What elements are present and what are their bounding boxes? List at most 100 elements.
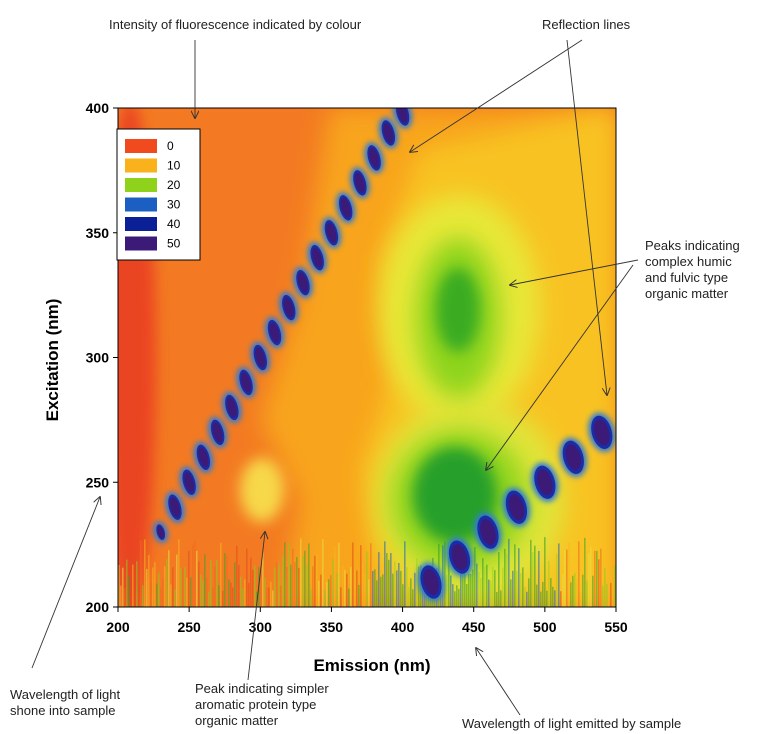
reflection-core [226, 397, 237, 418]
noise-streak [398, 562, 400, 607]
legend-swatch [125, 217, 157, 231]
noise-streak [296, 557, 298, 607]
noise-streak [514, 544, 516, 607]
legend-swatch [125, 178, 157, 192]
reflection-spot [179, 466, 199, 498]
legend: 0 10 20 30 40 50 [116, 128, 201, 261]
legend-label: 0 [167, 139, 174, 153]
noise-streak [446, 574, 448, 607]
noise-streak [418, 566, 420, 607]
noise-streak [522, 567, 524, 607]
noise-streak [210, 559, 212, 607]
noise-streak [194, 541, 196, 607]
noise-streak [370, 543, 372, 607]
noise-streak [544, 537, 546, 607]
noise-streak [298, 567, 300, 607]
noise-streak [506, 553, 508, 607]
noise-streak [330, 575, 332, 607]
noise-streak [572, 575, 574, 607]
noise-streak [282, 555, 284, 607]
noise-streak [546, 590, 548, 607]
noise-streak [482, 558, 484, 607]
noise-streak [196, 550, 198, 607]
legend-label: 40 [167, 217, 181, 231]
reflection-spot [250, 341, 270, 374]
noise-streak [478, 572, 480, 607]
reflection-spot [193, 441, 214, 473]
noise-streak [346, 573, 348, 607]
noise-streak [204, 554, 206, 607]
noise-streak [474, 547, 476, 607]
reflection-spot [264, 316, 285, 349]
noise-streak [596, 550, 598, 607]
legend-label: 20 [167, 178, 181, 192]
heatmap-zone-deep-lower [413, 447, 497, 543]
noise-streak [464, 572, 466, 607]
annotation-humic-line-4: organic matter [645, 286, 729, 301]
noise-streak [234, 562, 236, 607]
reflection-core [312, 247, 323, 268]
reflection-core [298, 272, 308, 293]
noise-streak [224, 553, 226, 607]
annotation-humic-line-2: complex humic [645, 254, 732, 269]
noise-streak [264, 577, 266, 607]
noise-streak [284, 542, 286, 607]
arrow-emitted [476, 648, 521, 716]
noise-streak [324, 590, 326, 607]
noise-streak [254, 565, 256, 607]
noise-streak [122, 567, 124, 607]
noise-streak [388, 559, 390, 607]
noise-streak [328, 579, 330, 607]
noise-streak [188, 551, 190, 607]
noise-streak [222, 590, 224, 607]
y-tick-label: 250 [86, 474, 110, 490]
reflection-spot [445, 537, 474, 577]
noise-streak [242, 588, 244, 607]
noise-streak [200, 574, 202, 607]
noise-streak [132, 564, 134, 607]
noise-streak [568, 542, 570, 607]
reflection-spot [279, 291, 299, 324]
noise-streak [130, 555, 132, 607]
noise-streak [366, 551, 368, 607]
noise-streak [614, 565, 616, 607]
noise-streak [268, 587, 270, 607]
noise-streak [508, 538, 510, 607]
arrow-protein [247, 532, 265, 681]
x-tick-label: 550 [604, 619, 628, 635]
noise-streak [444, 541, 446, 607]
noise-streak [310, 589, 312, 607]
noise-streak [260, 573, 262, 607]
noise-streak [302, 556, 304, 607]
heatmap-zone-yellow-protein [240, 458, 284, 522]
noise-streak [598, 559, 600, 607]
noise-streak [528, 578, 530, 607]
noise-streak [202, 580, 204, 607]
noise-streak [180, 567, 182, 607]
annotation-reflection: Reflection lines [542, 17, 631, 32]
noise-streak [368, 579, 370, 607]
reflection-spot [417, 562, 445, 602]
reflection-spot [307, 242, 327, 274]
x-axis: 200 250 300 350 400 450 500 550 [106, 607, 628, 635]
noise-streak [556, 553, 558, 607]
noise-streak [574, 573, 576, 607]
noise-streak [404, 541, 406, 607]
reflection-core [198, 447, 209, 468]
arrow-excitation [31, 497, 100, 669]
noise-streak [520, 573, 522, 607]
noise-streak [168, 550, 170, 607]
reflection-core [184, 472, 195, 493]
noise-streak [238, 564, 240, 607]
reflection-spot [222, 391, 242, 424]
noise-streak [248, 582, 250, 607]
reflection-core [326, 222, 337, 243]
noise-streak [126, 559, 128, 607]
heatmap-zone-deep-upper [436, 268, 480, 352]
reflection-core [480, 519, 496, 546]
noise-streak [334, 546, 336, 607]
noise-streak [502, 567, 504, 607]
reflection-spot [153, 521, 169, 543]
noise-streak [402, 584, 404, 607]
noise-streak [542, 581, 544, 607]
